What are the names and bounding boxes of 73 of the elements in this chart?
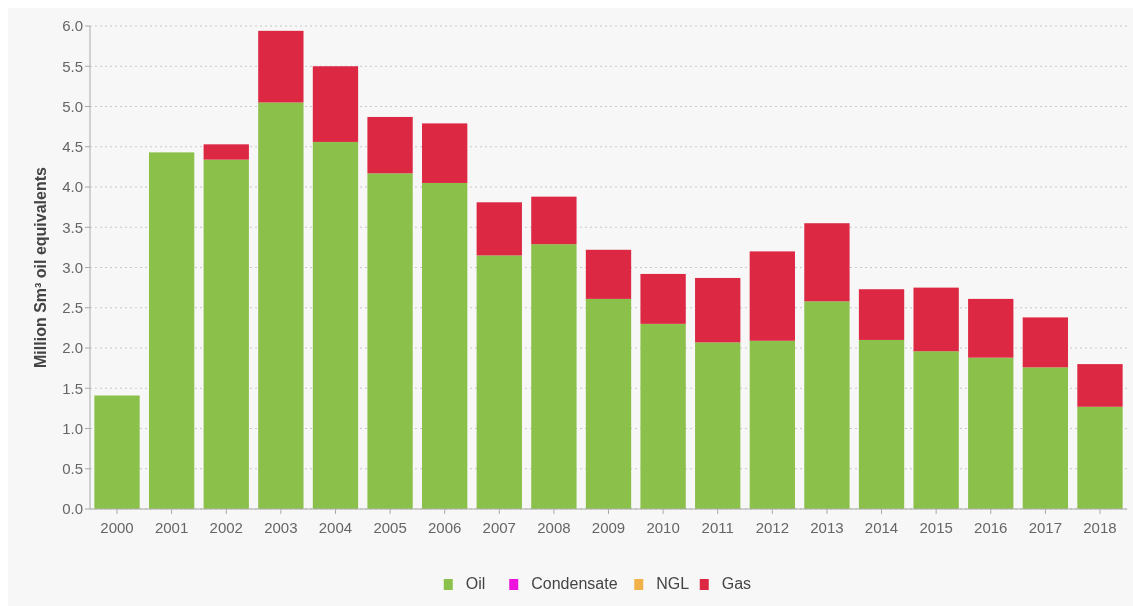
x-tick-label: 2010 xyxy=(646,519,680,536)
bar xyxy=(422,123,468,183)
bar xyxy=(749,340,795,509)
bar xyxy=(913,287,959,352)
bar xyxy=(968,357,1014,509)
bar xyxy=(913,351,959,509)
legend-label: Condensate xyxy=(531,575,618,592)
x-tick-label: 2002 xyxy=(209,519,243,536)
x-tick-label: 2007 xyxy=(482,519,516,536)
bar xyxy=(858,339,905,509)
bar xyxy=(640,273,686,324)
bar xyxy=(94,395,140,509)
y-tick-label: 1.5 xyxy=(62,379,83,397)
bar xyxy=(1077,364,1123,407)
bar xyxy=(858,289,905,340)
bar xyxy=(640,323,686,509)
bar xyxy=(258,30,304,103)
bar xyxy=(312,141,359,509)
x-tick-label: 2017 xyxy=(1028,519,1063,536)
x-tick-label: 2006 xyxy=(427,519,462,536)
x-tick-label: 2011 xyxy=(701,519,734,536)
bar xyxy=(203,159,249,509)
bar xyxy=(585,298,632,509)
y-tick-label: 4.0 xyxy=(62,178,83,196)
x-tick-label: 2000 xyxy=(100,519,134,536)
bar xyxy=(148,152,195,509)
y-tick-label: 3.5 xyxy=(62,218,83,236)
bar xyxy=(476,255,522,509)
x-tick-label: 2001 xyxy=(154,519,189,536)
y-tick-label: 4.5 xyxy=(62,138,83,155)
y-tick-label: 1.0 xyxy=(62,419,83,437)
bar xyxy=(531,244,577,509)
y-tick-label: 0.5 xyxy=(62,460,83,477)
bar xyxy=(1022,317,1069,368)
y-tick-label: 5.5 xyxy=(62,57,83,75)
bar xyxy=(749,251,795,341)
bar xyxy=(367,116,413,174)
legend-label: NGL xyxy=(656,575,690,592)
x-tick-label: 2014 xyxy=(864,519,899,536)
bar xyxy=(585,249,632,299)
bar xyxy=(968,298,1014,358)
y-tick-label: 2.0 xyxy=(62,339,83,357)
bar xyxy=(804,223,850,302)
y-tick-label: 2.5 xyxy=(62,299,83,316)
y-axis-title: Million Sm³ oil equivalents xyxy=(32,166,49,368)
bar xyxy=(476,202,522,256)
y-tick-label: 3.0 xyxy=(62,258,83,276)
bar xyxy=(203,144,249,160)
x-tick-label: 2018 xyxy=(1083,519,1117,536)
x-tick-label: 2012 xyxy=(755,519,790,536)
legend-label: Gas xyxy=(721,575,752,592)
bar xyxy=(695,342,741,509)
x-tick-label: 2004 xyxy=(318,519,353,536)
bar xyxy=(1077,406,1123,509)
bar xyxy=(1022,367,1069,509)
y-tick-label: 6.0 xyxy=(62,17,83,35)
x-tick-label: 2016 xyxy=(974,519,1008,536)
bar xyxy=(258,102,304,509)
x-tick-label: 2015 xyxy=(919,519,953,536)
x-tick-label: 2005 xyxy=(373,519,407,536)
bar xyxy=(367,173,413,509)
bar xyxy=(531,196,577,245)
x-tick-label: 2009 xyxy=(591,519,626,536)
y-tick-label: 0.0 xyxy=(62,500,83,518)
y-tick-label: 5.0 xyxy=(62,97,83,115)
x-tick-label: 2003 xyxy=(264,519,298,536)
bar xyxy=(695,277,741,343)
x-tick-label: 2008 xyxy=(537,519,571,536)
bar xyxy=(804,301,850,509)
bar xyxy=(312,66,359,142)
bar xyxy=(422,182,468,509)
legend-label: Oil xyxy=(465,575,486,592)
x-tick-label: 2013 xyxy=(810,519,844,536)
